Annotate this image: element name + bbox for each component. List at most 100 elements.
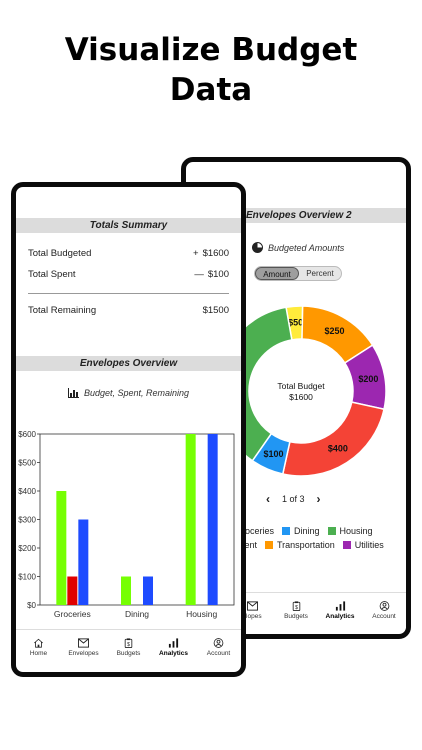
total-budgeted-label: Total Budgeted: [28, 248, 92, 259]
headline-line2: Data: [169, 72, 253, 108]
total-spent-label: Total Spent: [28, 269, 76, 280]
donut-center-title: Total Budget: [277, 381, 325, 391]
bottom-nav-front: Home Envelopes $ Budgets Analytics Accou…: [16, 629, 241, 665]
analytics-icon: [335, 601, 345, 611]
toggle-percent[interactable]: Percent: [306, 269, 334, 278]
bottom-nav-back: elopes $ Budgets Analytics Account: [230, 592, 406, 628]
pie-chart-icon: [252, 242, 263, 253]
x-tick-label: Dining: [125, 609, 149, 619]
plus-icon: +: [193, 248, 199, 259]
y-tick-label: $400: [18, 487, 36, 496]
bar-chart: $0 $100 $200 $300 $400 $500 $600 Groceries Dinin…: [18, 430, 235, 619]
account-icon: [379, 601, 389, 611]
nav-label-budgets: Budgets: [284, 613, 308, 620]
bar: [78, 519, 89, 605]
nav-label-envelopes: elopes: [242, 613, 262, 620]
y-tick-label: $300: [18, 516, 36, 525]
slice-label: $50: [288, 318, 303, 328]
pager-label: 1 of 3: [282, 494, 305, 504]
phone-front: $0 $100 $200 $300 $400 $500 $600 Groceries Dinin…: [11, 182, 246, 677]
nav-tab-home[interactable]: Home: [16, 630, 61, 665]
legend-transportation-label: Transportation: [277, 540, 335, 550]
chart-subtitle-text: Budget, Spent, Remaining: [83, 388, 190, 398]
legend-row-1: roceries Dining Housing: [242, 526, 373, 536]
bar-chart-icon: [67, 388, 79, 398]
legend-swatch-utilities: [342, 541, 351, 549]
legend-item-housing: Housing: [327, 526, 373, 536]
divider: [28, 293, 229, 294]
bar: [121, 576, 131, 605]
legend-item-dining: Dining: [282, 526, 320, 536]
legend-swatch-transportation: [265, 541, 274, 549]
row-total-spent: Total Spent — $100: [28, 269, 229, 280]
total-budgeted-value: $1600: [202, 248, 229, 259]
y-tick-label: $500: [18, 459, 36, 468]
bar: [207, 434, 218, 605]
nav-tab-budgets[interactable]: $ Budgets: [274, 593, 318, 628]
y-tick-label: $200: [18, 544, 36, 553]
nav-label-envelopes: Envelopes: [68, 650, 99, 657]
nav-tab-account[interactable]: Account: [362, 593, 406, 628]
legend-item-groceries: roceries: [242, 526, 274, 536]
nav-label-budgets: Budgets: [116, 650, 141, 657]
total-remaining-value: $1500: [202, 305, 229, 316]
nav-tab-analytics[interactable]: Analytics: [318, 593, 362, 628]
analytics-icon: [168, 638, 179, 648]
svg-text:$: $: [295, 605, 298, 611]
slice-label: $100: [264, 449, 284, 459]
slice-label: $400: [328, 444, 348, 454]
account-icon: [213, 638, 224, 648]
clipboard-icon: $: [124, 638, 133, 648]
legend-row-2: nment Transportation Utilities: [232, 540, 384, 550]
nav-label-home: Home: [29, 650, 48, 657]
mail-icon: [246, 601, 258, 611]
section-title-totals-summary: Totals Summary: [16, 218, 241, 233]
bar: [185, 434, 196, 605]
nav-tab-envelopes[interactable]: Envelopes: [61, 630, 106, 665]
bar: [143, 576, 153, 605]
slice-label: $250: [324, 326, 344, 336]
chart-subtitle: Budget, Spent, Remaining: [16, 388, 241, 398]
pager-prev-icon[interactable]: ‹: [266, 492, 270, 506]
section-title-envelopes-overview: Envelopes Overview: [16, 356, 241, 371]
y-tick-label: $0: [27, 601, 36, 610]
bar: [56, 491, 67, 605]
y-tick-label: $100: [18, 573, 36, 582]
nav-tab-budgets[interactable]: $ Budgets: [106, 630, 151, 665]
nav-label-analytics: Analytics: [159, 650, 188, 657]
total-spent-value: $100: [207, 269, 229, 280]
nav-label-account: Account: [206, 650, 231, 657]
pager-next-icon[interactable]: ›: [316, 492, 321, 506]
budgeted-amounts-text: Budgeted Amounts: [268, 242, 345, 253]
nav-label-account: Account: [372, 613, 396, 620]
toggle-amount[interactable]: Amount: [255, 267, 299, 280]
amount-percent-toggle[interactable]: Amount Percent: [254, 266, 342, 281]
mail-icon: [78, 638, 89, 648]
legend-item-utilities: Utilities: [342, 540, 384, 550]
x-tick-label: Groceries: [54, 609, 91, 619]
legend-swatch-dining: [282, 527, 291, 535]
donut-slice: [281, 401, 385, 477]
minus-icon: —: [194, 269, 204, 280]
nav-label-analytics: Analytics: [325, 613, 355, 620]
row-total-remaining: Total Remaining $1500: [28, 305, 229, 316]
legend-groceries-label: roceries: [242, 526, 275, 536]
clipboard-icon: $: [292, 601, 300, 611]
x-tick-label: Housing: [186, 609, 217, 619]
legend-dining-label: Dining: [294, 526, 320, 536]
budgeted-amounts-label: Budgeted Amounts: [252, 242, 344, 253]
row-total-budgeted: Total Budgeted + $1600: [28, 248, 229, 259]
nav-tab-account[interactable]: Account: [196, 630, 241, 665]
donut-center-value: $1600: [289, 392, 313, 402]
home-icon: [34, 638, 43, 648]
legend-item-transportation: Transportation: [265, 540, 335, 550]
legend-housing-label: Housing: [339, 526, 373, 536]
svg-text:$: $: [127, 642, 130, 648]
y-tick-label: $600: [18, 430, 36, 439]
legend-utilities-label: Utilities: [354, 540, 384, 550]
legend-swatch-housing: [327, 527, 336, 535]
nav-tab-analytics[interactable]: Analytics: [151, 630, 196, 665]
slice-label: $200: [358, 374, 378, 384]
nav-tab-envelopes[interactable]: elopes: [230, 593, 274, 628]
headline-line1: Visualize Budget: [64, 32, 358, 68]
